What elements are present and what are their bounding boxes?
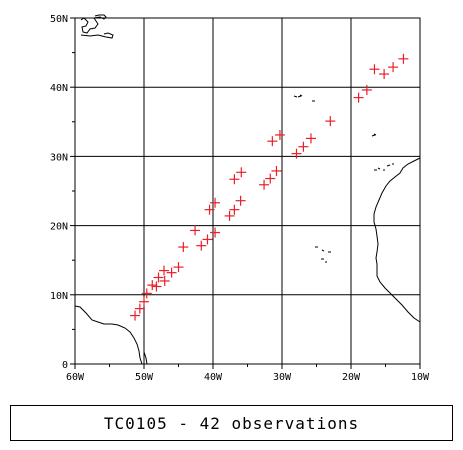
observation-marker xyxy=(235,195,246,206)
observation-marker xyxy=(305,133,316,144)
canary-islands xyxy=(374,163,394,171)
x-tick-label: 40W xyxy=(204,372,223,383)
observation-marker xyxy=(259,179,270,190)
observation-marker xyxy=(166,267,177,278)
observation-marker xyxy=(210,197,221,208)
observation-marker xyxy=(271,165,282,176)
observation-marker xyxy=(134,303,145,314)
x-tick-label: 50W xyxy=(135,372,154,383)
observation-marker xyxy=(153,272,164,283)
madeira-island xyxy=(371,133,377,137)
observation-marker xyxy=(236,167,247,178)
caption-box: TC0105 - 42 observations xyxy=(10,405,453,441)
coastlines xyxy=(74,14,421,365)
axes: 60W 50W 40W 30W 20W 10W 0 10N 20N 30N 40N 50N xyxy=(50,14,430,383)
observation-marker xyxy=(274,129,285,140)
observation-marker xyxy=(265,173,276,184)
y-tick-label: 30N xyxy=(50,152,68,163)
south-america-coast-tip xyxy=(143,351,148,365)
observation-marker xyxy=(210,227,221,238)
observation-marker xyxy=(141,288,152,299)
observation-marker xyxy=(173,262,184,273)
observation-marker xyxy=(204,204,215,215)
observation-marker xyxy=(229,204,240,215)
observation-marker xyxy=(267,136,278,147)
observation-marker xyxy=(159,265,170,276)
observation-marker xyxy=(361,84,372,95)
observation-marker xyxy=(190,225,201,236)
observation-marker xyxy=(353,92,364,103)
y-tick-label: 20N xyxy=(50,222,68,233)
observation-marker xyxy=(369,64,380,75)
observation-marker xyxy=(224,210,235,221)
observation-marker xyxy=(151,281,162,292)
observation-marker xyxy=(398,53,409,64)
observation-marker xyxy=(139,296,149,307)
azores-islands xyxy=(293,94,315,102)
south-america-coast xyxy=(74,305,143,365)
y-tick-label: 10N xyxy=(50,291,68,302)
x-tick-label: 30W xyxy=(273,372,292,383)
observation-marker xyxy=(159,275,170,286)
observation-marker xyxy=(298,141,309,152)
x-tick-label: 60W xyxy=(66,372,85,383)
x-tick-label: 10W xyxy=(411,372,430,383)
observation-marker xyxy=(130,310,141,321)
y-tick-label: 0 xyxy=(62,360,68,371)
observation-marker xyxy=(178,242,189,253)
plot-frame xyxy=(74,17,421,365)
cape-verde-islands xyxy=(315,246,331,263)
observation-marker xyxy=(388,62,399,73)
graticule xyxy=(75,18,420,364)
observation-markers xyxy=(130,53,409,321)
newfoundland-coast xyxy=(80,14,114,39)
y-tick-label: 40N xyxy=(50,83,68,94)
observation-marker xyxy=(291,148,302,159)
africa-coast xyxy=(373,157,421,323)
y-tick-label: 50N xyxy=(50,14,68,25)
observation-marker xyxy=(379,69,390,80)
caption-text: TC0105 - 42 observations xyxy=(103,413,360,433)
x-tick-label: 20W xyxy=(342,372,361,383)
observation-marker xyxy=(147,280,158,291)
observation-marker xyxy=(229,174,240,185)
observation-marker xyxy=(325,116,336,127)
observation-marker xyxy=(202,234,213,245)
storm-track-map: 60W 50W 40W 30W 20W 10W 0 10N 20N 30N 40N 50N xyxy=(50,14,430,383)
observation-marker xyxy=(196,240,207,251)
